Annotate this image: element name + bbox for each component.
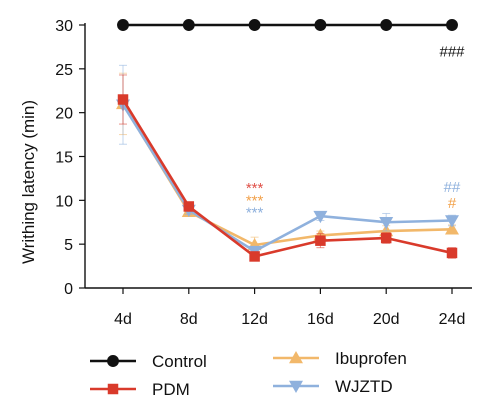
axes: 0 5 10 15 20 25 30 4d 8d 12d 16d 20d 24d: [55, 18, 472, 328]
x-tick-label: 12d: [241, 311, 268, 328]
y-tick-label: 5: [64, 237, 73, 254]
series-layer: [116, 19, 459, 262]
data-point: [249, 251, 260, 262]
data-point: [117, 94, 129, 105]
series-control: [117, 19, 458, 31]
significance-annotation: ##: [444, 179, 461, 196]
series-line: [121, 104, 453, 253]
significance-annotation: ***: [246, 205, 264, 222]
data-point: [380, 232, 392, 244]
significance-annotation: ***: [246, 192, 264, 209]
x-tick-label: 24d: [439, 311, 466, 328]
significance-annotation: ***: [246, 180, 264, 197]
y-tick-label: 10: [55, 193, 73, 210]
data-point: [182, 19, 195, 31]
significance-annotation: #: [448, 195, 457, 212]
square-icon: [107, 383, 119, 395]
data-point: [379, 217, 394, 230]
series-ibuprofen: [116, 72, 459, 254]
y-tick-label: 0: [64, 281, 73, 298]
data-point: [248, 19, 261, 31]
circle-icon: [107, 355, 119, 367]
data-point: [445, 215, 459, 228]
triangle-up-icon: [289, 351, 303, 364]
x-tick-label: 4d: [114, 311, 132, 328]
legend-label: Control: [152, 352, 207, 371]
series-line: [121, 98, 453, 258]
legend-item-wjztd: WJZTD: [273, 377, 393, 396]
data-point: [313, 210, 328, 224]
y-tick-label: 15: [55, 150, 73, 167]
legend-item-pdm: PDM: [90, 380, 190, 399]
series-pdm: [117, 74, 458, 262]
triangle-down-icon: [289, 380, 303, 393]
legend-label: WJZTD: [335, 377, 393, 396]
y-axis-label: Writhing latency (min): [19, 100, 38, 264]
data-point: [445, 222, 459, 235]
data-point: [446, 19, 458, 31]
x-tick-label: 16d: [307, 311, 334, 328]
data-point: [380, 19, 393, 31]
significance-annotation: ###: [439, 43, 465, 60]
data-point: [314, 19, 327, 31]
y-tick-label: 20: [55, 106, 73, 123]
x-tick-label: 8d: [180, 311, 198, 328]
data-point: [183, 201, 195, 212]
legend-label: PDM: [152, 380, 190, 399]
data-point: [117, 19, 129, 31]
y-tick-label: 30: [55, 18, 73, 35]
legend-label: Ibuprofen: [335, 349, 407, 368]
legend: Control Ibuprofen PDM WJZTD: [90, 349, 407, 399]
y-tick-label: 25: [55, 62, 73, 79]
data-point: [446, 247, 458, 259]
legend-item-control: Control: [90, 352, 207, 371]
annotation-layer: ###*********###: [246, 43, 465, 221]
legend-item-ibuprofen: Ibuprofen: [273, 349, 407, 368]
x-tick-label: 20d: [373, 311, 400, 328]
data-point: [315, 235, 326, 246]
series-line: [121, 103, 453, 247]
